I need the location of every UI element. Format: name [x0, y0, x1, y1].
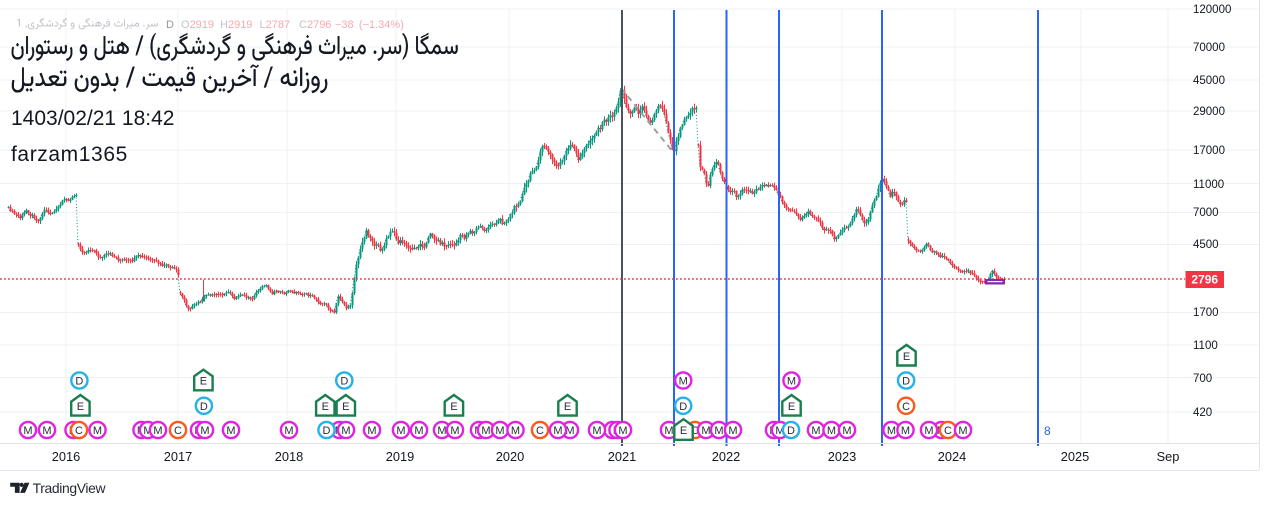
- svg-text:M: M: [592, 425, 601, 437]
- svg-text:M: M: [396, 425, 405, 437]
- svg-text:D: D: [787, 425, 795, 437]
- svg-text:M: M: [42, 425, 51, 437]
- svg-text:M: M: [414, 425, 423, 437]
- svg-text:420: 420: [1193, 407, 1212, 419]
- svg-text:D: D: [323, 425, 331, 437]
- svg-text:D: D: [340, 376, 348, 388]
- svg-text:11000: 11000: [1193, 179, 1224, 191]
- svg-text:E: E: [903, 351, 910, 363]
- svg-text:M: M: [618, 425, 627, 437]
- svg-text:2023: 2023: [828, 449, 856, 464]
- svg-text:700: 700: [1193, 373, 1212, 385]
- svg-text:2017: 2017: [164, 449, 192, 464]
- svg-text:M: M: [437, 425, 446, 437]
- svg-text:E: E: [450, 401, 457, 413]
- svg-text:M: M: [553, 425, 562, 437]
- svg-text:M: M: [842, 425, 851, 437]
- svg-text:M: M: [787, 376, 796, 388]
- svg-text:M: M: [23, 425, 32, 437]
- svg-text:C: C: [75, 425, 83, 437]
- svg-text:2024: 2024: [938, 449, 966, 464]
- svg-text:8: 8: [1044, 424, 1051, 438]
- svg-text:M: M: [811, 425, 820, 437]
- svg-text:M: M: [495, 425, 504, 437]
- svg-text:M: M: [93, 425, 102, 437]
- svg-text:C2796: C2796: [299, 19, 331, 31]
- svg-text:M: M: [367, 425, 376, 437]
- svg-text:−38 (−1.34%): −38 (−1.34%): [335, 19, 404, 31]
- svg-text:D: D: [200, 401, 208, 413]
- svg-text:M: M: [887, 425, 896, 437]
- svg-text:70000: 70000: [1193, 42, 1225, 54]
- svg-text:M: M: [565, 425, 574, 437]
- svg-text:M: M: [450, 425, 459, 437]
- svg-text:M: M: [511, 425, 520, 437]
- svg-text:2796: 2796: [1191, 273, 1218, 287]
- svg-text:D: D: [679, 401, 687, 413]
- svg-text:C: C: [536, 425, 544, 437]
- svg-text:D: D: [902, 376, 910, 388]
- svg-text:M: M: [701, 425, 710, 437]
- svg-text:2020: 2020: [496, 449, 524, 464]
- svg-text:M: M: [341, 425, 350, 437]
- svg-text:M: M: [714, 425, 723, 437]
- svg-text:farzam1365: farzam1365: [11, 143, 128, 166]
- svg-text:M: M: [143, 425, 152, 437]
- svg-text:M: M: [679, 376, 688, 388]
- svg-text:1700: 1700: [1193, 307, 1219, 319]
- svg-text:2018: 2018: [275, 449, 303, 464]
- svg-text:17000: 17000: [1193, 145, 1225, 157]
- svg-text:M: M: [775, 425, 784, 437]
- svg-text:M: M: [958, 425, 967, 437]
- svg-text:E: E: [322, 401, 329, 413]
- svg-text:L2787: L2787: [260, 19, 291, 31]
- svg-text:M: M: [481, 425, 490, 437]
- svg-text:O2919: O2919: [181, 19, 214, 31]
- svg-text:7000: 7000: [1193, 207, 1219, 219]
- svg-text:M: M: [827, 425, 836, 437]
- svg-text:2021: 2021: [608, 449, 636, 464]
- svg-text:C: C: [902, 401, 910, 413]
- svg-text:1403/02/21 18:42: 1403/02/21 18:42: [11, 107, 175, 130]
- svg-text:M: M: [226, 425, 235, 437]
- svg-text:2019: 2019: [386, 449, 414, 464]
- svg-text:1100: 1100: [1193, 340, 1218, 352]
- svg-text:C: C: [944, 425, 952, 437]
- svg-text:M: M: [664, 425, 673, 437]
- svg-text:2016: 2016: [52, 449, 80, 464]
- svg-text:M: M: [901, 425, 910, 437]
- svg-text:2022: 2022: [712, 449, 740, 464]
- svg-text:2025: 2025: [1061, 449, 1089, 464]
- svg-text:TradingView: TradingView: [33, 480, 107, 496]
- svg-text:Sep: Sep: [1157, 449, 1180, 464]
- svg-text:C: C: [174, 425, 182, 437]
- svg-text:M: M: [153, 425, 162, 437]
- svg-text:E: E: [77, 401, 84, 413]
- svg-text:E: E: [788, 401, 795, 413]
- svg-text:E: E: [680, 425, 687, 437]
- svg-text:M: M: [728, 425, 737, 437]
- svg-text:E: E: [200, 376, 207, 388]
- svg-text:E: E: [564, 401, 571, 413]
- svg-text:D: D: [75, 376, 83, 388]
- svg-text:29000: 29000: [1193, 106, 1225, 118]
- svg-text:C: C: [691, 425, 699, 437]
- svg-text:D: D: [166, 19, 174, 31]
- svg-text:M: M: [284, 425, 293, 437]
- svg-text:M: M: [200, 425, 209, 437]
- svg-text:M: M: [924, 425, 933, 437]
- svg-text:4500: 4500: [1193, 239, 1219, 251]
- svg-text:45000: 45000: [1193, 75, 1225, 87]
- svg-text:E: E: [342, 401, 349, 413]
- svg-text:H2919: H2919: [220, 19, 252, 31]
- svg-text:120000: 120000: [1193, 4, 1231, 16]
